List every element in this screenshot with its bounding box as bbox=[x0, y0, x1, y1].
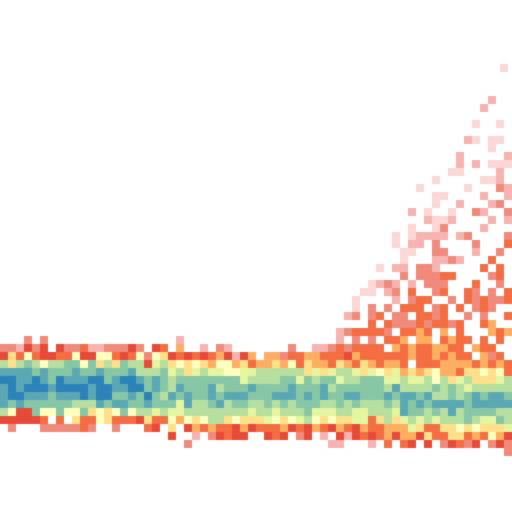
pixelated-heatmap-image bbox=[0, 0, 512, 512]
image-stage bbox=[0, 0, 512, 512]
